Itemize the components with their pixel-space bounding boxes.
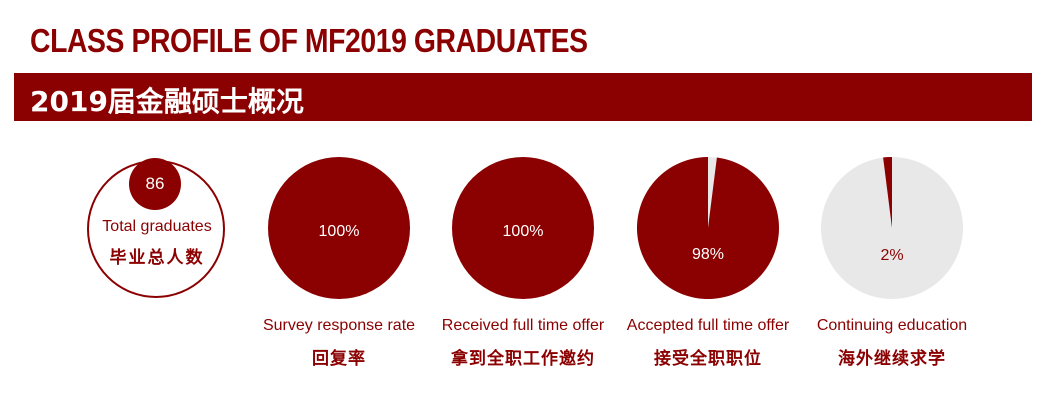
page-title: CLASS PROFILE OF MF2019 GRADUATES — [30, 22, 588, 59]
pie-chart-1: 100% — [268, 157, 410, 299]
pie-value-label: 2% — [880, 247, 903, 264]
pie-slice-value — [883, 157, 892, 228]
pie-chart-4: 2% — [821, 157, 963, 299]
total-graduates-label-en: Total graduates — [102, 218, 212, 235]
pie-caption-cn: 回复率 — [312, 349, 366, 369]
pie-slice-value — [636, 156, 779, 299]
subtitle-banner — [14, 73, 1032, 121]
pie-caption-cn: 拿到全职工作邀约 — [451, 349, 595, 369]
total-graduates-label-cn: 毕业总人数 — [109, 248, 205, 268]
subtitle-text: 2019届金融硕士概况 — [30, 85, 304, 118]
pie-chart-2: 100% — [452, 157, 594, 299]
pie-caption-cn: 海外继续求学 — [838, 349, 946, 369]
pie-background — [268, 157, 410, 299]
pie-background — [452, 157, 594, 299]
pie-caption-en: Continuing education — [816, 317, 968, 334]
pie-value-label: 100% — [319, 223, 360, 240]
pie-caption-en: Accepted full time offer — [626, 317, 790, 334]
total-graduates-badge: 86 — [129, 158, 181, 210]
pie-caption-en: Survey response rate — [262, 317, 416, 334]
pie-caption-cn: 接受全职职位 — [654, 349, 762, 369]
pie-chart-3: 98% — [636, 156, 779, 299]
pie-value-label: 98% — [692, 246, 724, 263]
pie-caption-en: Received full time offer — [441, 317, 605, 334]
pie-value-label: 100% — [503, 223, 544, 240]
